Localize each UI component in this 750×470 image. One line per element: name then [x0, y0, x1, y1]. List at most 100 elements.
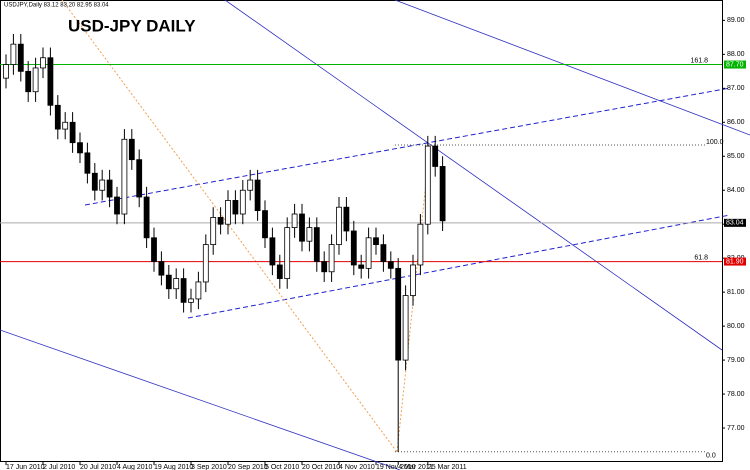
price-label: 83.04 — [726, 220, 744, 227]
candle-body — [350, 230, 357, 266]
y-tick-label: 87.00 — [727, 85, 745, 92]
y-tick-label: 77.00 — [727, 425, 745, 432]
fib-trend — [61, 0, 398, 453]
x-tick-label: 4 Nov 2010 — [339, 464, 375, 470]
candle-body — [217, 217, 224, 225]
candle-body — [239, 189, 246, 215]
candle-body — [313, 227, 320, 262]
candle-body — [143, 196, 150, 239]
price-box — [724, 257, 746, 266]
candle-body — [424, 145, 431, 225]
candle-body — [402, 295, 409, 361]
x-tick-label: 20 Oct 2010 — [302, 464, 340, 470]
x-tick-label: 17 Jun 2010 — [6, 464, 45, 470]
candle-body — [84, 152, 91, 174]
candle-body — [3, 64, 9, 79]
y-tick-label: 85.00 — [727, 153, 745, 160]
price-box — [724, 218, 746, 227]
candle-body — [151, 237, 157, 262]
chart-title: USD-JPY DAILY — [68, 16, 196, 35]
candle-body — [291, 213, 298, 229]
candle-body — [365, 237, 372, 269]
x-tick-label: 20 Sep 2010 — [228, 464, 268, 470]
candle-body — [380, 244, 387, 262]
y-tick-label: 81.00 — [727, 289, 745, 296]
candle-body — [328, 244, 335, 273]
candle-body — [225, 200, 231, 225]
candle-body — [306, 227, 313, 242]
candle-body — [321, 261, 328, 273]
x-tick-label: 4 Aug 2010 — [117, 464, 153, 470]
candle-body — [62, 121, 69, 130]
candle-body — [180, 278, 187, 303]
y-tick-label: 88.00 — [727, 51, 745, 58]
candle-body — [247, 179, 254, 191]
candle-body — [254, 179, 261, 212]
level-tag: 161.8 — [690, 57, 708, 64]
candle-body — [432, 145, 439, 167]
candle-body — [299, 213, 305, 242]
candle-body — [336, 206, 342, 245]
candle-body — [439, 166, 446, 222]
trend-line — [224, 0, 723, 351]
candle-body — [114, 196, 120, 215]
x-tick-label: 2 Jul 2010 — [43, 464, 75, 470]
x-tick-label: 25 Mar 2011 — [428, 464, 467, 470]
x-tick-label: 19 Aug 2010 — [154, 464, 193, 470]
x-tick-label: 4 Mar 2011 — [398, 464, 433, 470]
candle-body — [232, 200, 239, 215]
candle-body — [91, 172, 98, 191]
price-label: 87.70 — [726, 61, 744, 68]
candle-body — [358, 264, 365, 269]
candle-body — [165, 274, 172, 290]
candle-body — [343, 206, 350, 232]
x-tick-label: 20 Jul 2010 — [80, 464, 116, 470]
candle-body — [173, 278, 180, 290]
level-tag: 61.8 — [694, 254, 708, 261]
fib-label: 0.0 — [706, 453, 716, 460]
y-tick-label: 86.00 — [727, 119, 745, 126]
x-tick-label: 19 Nov 2010 — [376, 464, 416, 470]
candle-body — [40, 57, 46, 69]
candle-body — [77, 142, 83, 154]
candle-body — [276, 264, 283, 279]
candle-body — [410, 264, 416, 296]
y-tick-label: 78.00 — [727, 391, 745, 398]
candle-body — [417, 223, 424, 266]
y-tick-label: 89.00 — [727, 17, 745, 24]
candle-body — [188, 298, 194, 303]
candle-body — [69, 121, 76, 144]
candle-body — [128, 138, 135, 161]
y-tick-label: 84.00 — [727, 187, 745, 194]
trend-line — [0, 329, 401, 470]
candle-body — [106, 179, 113, 198]
candle-body — [99, 179, 106, 191]
candle-body — [373, 237, 379, 245]
x-tick-label: 5 Oct 2010 — [265, 464, 299, 470]
candle-body — [121, 138, 128, 215]
fib-trend — [396, 144, 431, 453]
candle-body — [158, 261, 165, 276]
candle-body — [32, 67, 39, 93]
candle-body — [284, 227, 291, 279]
x-tick-label: 3 Sep 2010 — [191, 464, 227, 470]
candle-body — [47, 57, 54, 106]
trend-line — [394, 0, 750, 136]
plot-frame — [0, 0, 723, 462]
candle-body — [136, 159, 143, 198]
candle-body — [387, 261, 394, 269]
channel-line — [84, 87, 731, 206]
channel-line — [187, 214, 731, 319]
candle-body — [269, 237, 276, 266]
candle-body — [10, 43, 17, 65]
chart-header: USDJPY,Daily 83.12 83.20 82.95 83.04 — [4, 3, 109, 9]
candle-body — [210, 217, 217, 245]
fib-label: 100.0 — [706, 139, 724, 146]
price-label: 81.90 — [726, 258, 744, 265]
candle-body — [262, 210, 268, 239]
candle-body — [25, 70, 32, 93]
candle-body — [195, 281, 202, 300]
candle-body — [54, 104, 61, 130]
